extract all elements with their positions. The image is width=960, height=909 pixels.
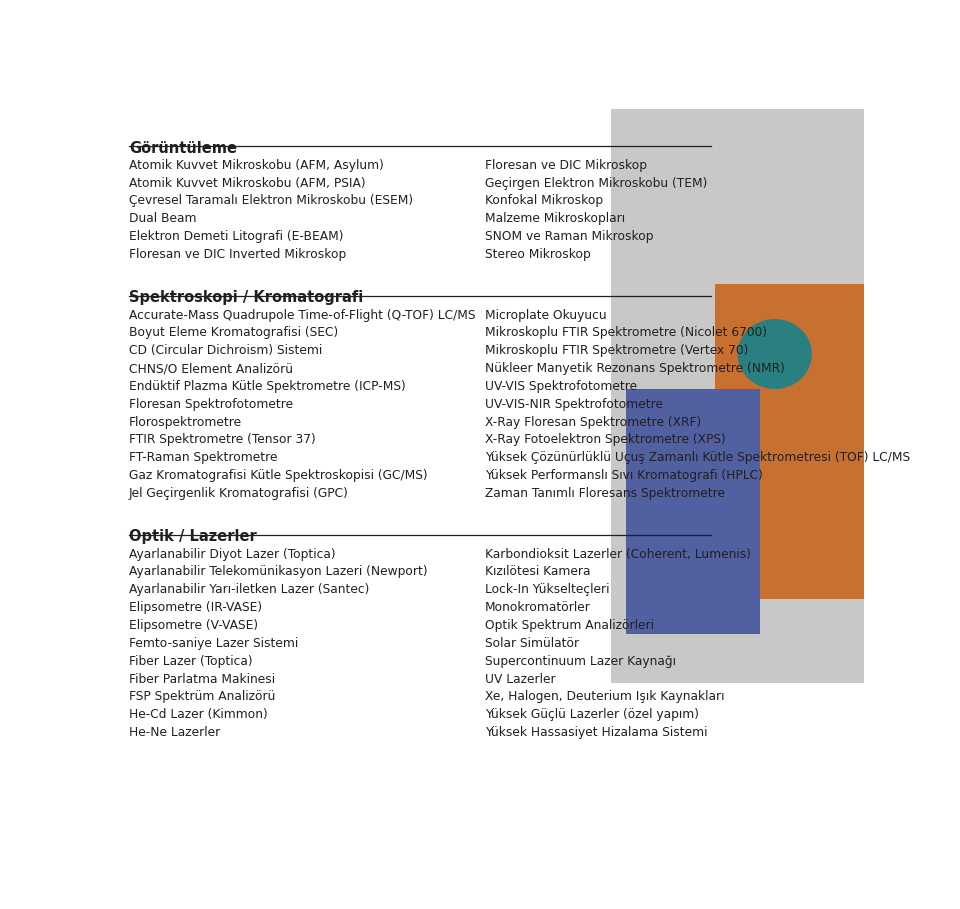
Bar <box>626 389 760 634</box>
Text: Mikroskoplu FTIR Spektrometre (Vertex 70): Mikroskoplu FTIR Spektrometre (Vertex 70… <box>485 345 748 357</box>
Text: He-Cd Lazer (Kimmon): He-Cd Lazer (Kimmon) <box>129 708 268 721</box>
Text: Femto-saniye Lazer Sistemi: Femto-saniye Lazer Sistemi <box>129 637 299 650</box>
Text: FTIR Spektrometre (Tensor 37): FTIR Spektrometre (Tensor 37) <box>129 434 316 446</box>
Text: Ayarlanabilir Diyot Lazer (Toptica): Ayarlanabilir Diyot Lazer (Toptica) <box>129 547 336 561</box>
Text: Gaz Kromatografisi Kütle Spektroskopisi (GC/MS): Gaz Kromatografisi Kütle Spektroskopisi … <box>129 469 427 482</box>
Text: SNOM ve Raman Mikroskop: SNOM ve Raman Mikroskop <box>485 230 653 244</box>
Text: Endüktif Plazma Kütle Spektrometre (ICP-MS): Endüktif Plazma Kütle Spektrometre (ICP-… <box>129 380 406 393</box>
Text: Kızılötesi Kamera: Kızılötesi Kamera <box>485 565 590 578</box>
Text: Dual Beam: Dual Beam <box>129 213 197 225</box>
Text: Floresan ve DIC Inverted Mikroskop: Floresan ve DIC Inverted Mikroskop <box>129 248 347 261</box>
Text: UV-VIS-NIR Spektrofotometre: UV-VIS-NIR Spektrofotometre <box>485 398 662 411</box>
Text: Görüntüleme: Görüntüleme <box>129 141 237 155</box>
Text: Fiber Parlatma Makinesi: Fiber Parlatma Makinesi <box>129 673 276 685</box>
Text: Nükleer Manyetik Rezonans Spektrometre (NMR): Nükleer Manyetik Rezonans Spektrometre (… <box>485 362 784 375</box>
Text: Yüksek Hassasiyet Hizalama Sistemi: Yüksek Hassasiyet Hizalama Sistemi <box>485 726 708 739</box>
Text: CD (Circular Dichroism) Sistemi: CD (Circular Dichroism) Sistemi <box>129 345 323 357</box>
Text: Jel Geçirgenlik Kromatografisi (GPC): Jel Geçirgenlik Kromatografisi (GPC) <box>129 487 348 500</box>
Text: Geçirgen Elektron Mikroskobu (TEM): Geçirgen Elektron Mikroskobu (TEM) <box>485 176 707 190</box>
Text: Accurate-Mass Quadrupole Time-of-Flight (Q-TOF) LC/MS: Accurate-Mass Quadrupole Time-of-Flight … <box>129 308 475 322</box>
Bar <box>611 109 864 683</box>
Text: Elipsometre (V-VASE): Elipsometre (V-VASE) <box>129 619 258 632</box>
Text: X-Ray Floresan Spektrometre (XRF): X-Ray Floresan Spektrometre (XRF) <box>485 415 701 429</box>
Text: Elektron Demeti Litografi (E-BEAM): Elektron Demeti Litografi (E-BEAM) <box>129 230 344 244</box>
Text: Elipsometre (IR-VASE): Elipsometre (IR-VASE) <box>129 601 262 614</box>
Ellipse shape <box>737 319 812 389</box>
Text: FT-Raman Spektrometre: FT-Raman Spektrometre <box>129 452 277 464</box>
Text: Fiber Lazer (Toptica): Fiber Lazer (Toptica) <box>129 654 252 668</box>
Text: UV Lazerler: UV Lazerler <box>485 673 555 685</box>
Text: Boyut Eleme Kromatografisi (SEC): Boyut Eleme Kromatografisi (SEC) <box>129 326 338 339</box>
Text: X-Ray Fotoelektron Spektrometre (XPS): X-Ray Fotoelektron Spektrometre (XPS) <box>485 434 726 446</box>
Text: Stereo Mikroskop: Stereo Mikroskop <box>485 248 590 261</box>
Text: Supercontinuum Lazer Kaynağı: Supercontinuum Lazer Kaynağı <box>485 654 676 668</box>
Bar <box>715 284 864 599</box>
Text: Florospektrometre: Florospektrometre <box>129 415 242 429</box>
Text: Xe, Halogen, Deuterium Işık Kaynakları: Xe, Halogen, Deuterium Işık Kaynakları <box>485 690 724 704</box>
Text: Atomik Kuvvet Mikroskobu (AFM, Asylum): Atomik Kuvvet Mikroskobu (AFM, Asylum) <box>129 159 384 172</box>
Text: Optik Spektrum Analizörleri: Optik Spektrum Analizörleri <box>485 619 654 632</box>
Text: Çevresel Taramalı Elektron Mikroskobu (ESEM): Çevresel Taramalı Elektron Mikroskobu (E… <box>129 195 413 207</box>
Text: Yüksek Güçlü Lazerler (özel yapım): Yüksek Güçlü Lazerler (özel yapım) <box>485 708 699 721</box>
Text: Atomik Kuvvet Mikroskobu (AFM, PSIA): Atomik Kuvvet Mikroskobu (AFM, PSIA) <box>129 176 366 190</box>
Text: Mikroskoplu FTIR Spektrometre (Nicolet 6700): Mikroskoplu FTIR Spektrometre (Nicolet 6… <box>485 326 767 339</box>
Text: Monokromatörler: Monokromatörler <box>485 601 590 614</box>
Text: Ayarlanabilir Telekomünikasyon Lazeri (Newport): Ayarlanabilir Telekomünikasyon Lazeri (N… <box>129 565 427 578</box>
Text: Spektroskopi / Kromatografi: Spektroskopi / Kromatografi <box>129 290 363 305</box>
Text: Zaman Tanımlı Floresans Spektrometre: Zaman Tanımlı Floresans Spektrometre <box>485 487 725 500</box>
Text: He-Ne Lazerler: He-Ne Lazerler <box>129 726 220 739</box>
Text: Optik / Lazerler: Optik / Lazerler <box>129 529 256 544</box>
Text: CHNS/O Element Analizörü: CHNS/O Element Analizörü <box>129 362 293 375</box>
Text: Konfokal Mikroskop: Konfokal Mikroskop <box>485 195 603 207</box>
Text: Floresan ve DIC Mikroskop: Floresan ve DIC Mikroskop <box>485 159 647 172</box>
Text: FSP Spektrüm Analizörü: FSP Spektrüm Analizörü <box>129 690 276 704</box>
Text: UV-VIS Spektrofotometre: UV-VIS Spektrofotometre <box>485 380 636 393</box>
Text: Solar Simülatör: Solar Simülatör <box>485 637 579 650</box>
Text: Floresan Spektrofotometre: Floresan Spektrofotometre <box>129 398 293 411</box>
Text: Yüksek Çözünürlüklü Uçuş Zamanlı Kütle Spektrometresi (TOF) LC/MS: Yüksek Çözünürlüklü Uçuş Zamanlı Kütle S… <box>485 452 910 464</box>
Text: Lock-In Yükselteçleri: Lock-In Yükselteçleri <box>485 584 609 596</box>
Text: Yüksek Performanslı Sıvı Kromatografi (HPLC): Yüksek Performanslı Sıvı Kromatografi (H… <box>485 469 762 482</box>
Text: Karbondioksit Lazerler (Coherent, Lumenis): Karbondioksit Lazerler (Coherent, Lumeni… <box>485 547 751 561</box>
Text: Malzeme Mikroskopları: Malzeme Mikroskopları <box>485 213 625 225</box>
Text: Ayarlanabilir Yarı-iletken Lazer (Santec): Ayarlanabilir Yarı-iletken Lazer (Santec… <box>129 584 370 596</box>
Text: Microplate Okuyucu: Microplate Okuyucu <box>485 308 606 322</box>
